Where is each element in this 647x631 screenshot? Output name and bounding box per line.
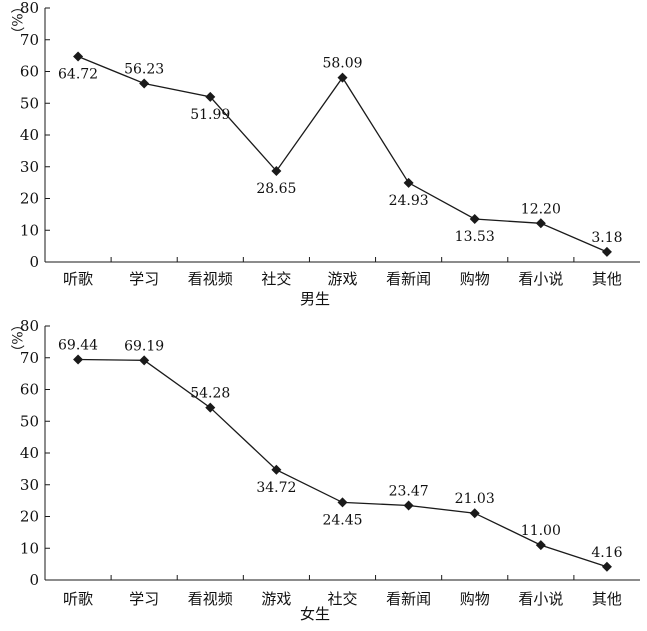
data-point-marker <box>337 72 348 83</box>
y-tick-label: 10 <box>20 539 39 557</box>
data-label: 24.93 <box>389 193 429 209</box>
x-category-label: 购物 <box>460 590 490 608</box>
x-category-label: 购物 <box>460 270 490 288</box>
x-category-label: 听歌 <box>63 590 93 608</box>
data-label: 28.65 <box>256 181 296 197</box>
data-label: 69.44 <box>58 338 98 354</box>
x-category-label: 看小说 <box>518 270 563 288</box>
x-category-label: 社交 <box>261 270 291 288</box>
data-point-marker <box>469 214 480 225</box>
y-tick-label: 50 <box>20 94 39 112</box>
data-label: 24.45 <box>322 512 362 528</box>
data-point-marker <box>535 218 546 229</box>
data-point-marker <box>337 497 348 508</box>
y-tick-label: 40 <box>20 444 39 462</box>
data-label: 54.28 <box>190 386 230 402</box>
data-label: 58.09 <box>322 56 362 72</box>
x-category-label: 学习 <box>129 590 159 608</box>
data-point-marker <box>205 91 216 102</box>
y-tick-label: 30 <box>20 476 39 494</box>
data-point-marker <box>139 355 150 366</box>
data-label: 4.16 <box>591 545 622 561</box>
y-tick-label: 80 <box>20 317 39 335</box>
y-tick-label: 30 <box>20 158 39 176</box>
x-category-label: 看视频 <box>188 270 233 288</box>
data-point-marker <box>601 561 612 572</box>
x-category-label: 游戏 <box>327 270 357 288</box>
data-label: 23.47 <box>389 483 429 499</box>
y-tick-label: 70 <box>20 349 39 367</box>
data-label: 13.53 <box>455 229 495 245</box>
data-label: 3.18 <box>591 230 622 246</box>
x-category-label: 社交 <box>327 590 357 608</box>
y-tick-label: 0 <box>29 253 39 271</box>
y-tick-label: 20 <box>20 190 39 208</box>
data-point-marker <box>271 464 282 475</box>
x-category-label: 听歌 <box>63 270 93 288</box>
y-tick-label: 60 <box>20 63 39 81</box>
y-tick-label: 60 <box>20 381 39 399</box>
data-point-marker <box>601 246 612 257</box>
data-point-marker <box>139 78 150 89</box>
data-point-marker <box>403 177 414 188</box>
x-category-label: 学习 <box>129 270 159 288</box>
data-label: 69.19 <box>124 338 164 354</box>
x-category-label: 游戏 <box>261 590 291 608</box>
y-tick-label: 10 <box>20 221 39 239</box>
data-label: 51.99 <box>190 107 230 123</box>
x-category-label: 看小说 <box>518 590 563 608</box>
data-point-marker <box>73 51 84 62</box>
data-label: 21.03 <box>455 491 495 507</box>
x-axis-title: 女生 <box>300 605 330 623</box>
y-tick-label: 80 <box>20 0 39 17</box>
y-axis-label: （%） <box>8 0 24 41</box>
y-tick-label: 50 <box>20 412 39 430</box>
data-label: 56.23 <box>124 61 164 77</box>
data-point-marker <box>403 500 414 511</box>
x-category-label: 其他 <box>592 270 622 288</box>
x-category-label: 其他 <box>592 590 622 608</box>
data-point-marker <box>469 508 480 519</box>
data-point-marker <box>205 402 216 413</box>
data-label: 64.72 <box>58 67 98 83</box>
data-label: 11.00 <box>521 523 561 539</box>
data-label: 34.72 <box>256 480 296 496</box>
y-tick-label: 0 <box>29 571 39 589</box>
x-axis-title: 男生 <box>300 290 330 308</box>
y-tick-label: 40 <box>20 126 39 144</box>
x-category-label: 看新闻 <box>386 590 431 608</box>
y-axis-label: （%） <box>8 317 24 358</box>
x-category-label: 看视频 <box>188 590 233 608</box>
series-line <box>77 55 608 253</box>
y-tick-label: 20 <box>20 508 39 526</box>
data-label: 12.20 <box>521 201 561 217</box>
data-point-marker <box>271 166 282 177</box>
y-tick-label: 70 <box>20 31 39 49</box>
data-point-marker <box>535 540 546 551</box>
data-point-marker <box>73 354 84 365</box>
x-category-label: 看新闻 <box>386 270 431 288</box>
